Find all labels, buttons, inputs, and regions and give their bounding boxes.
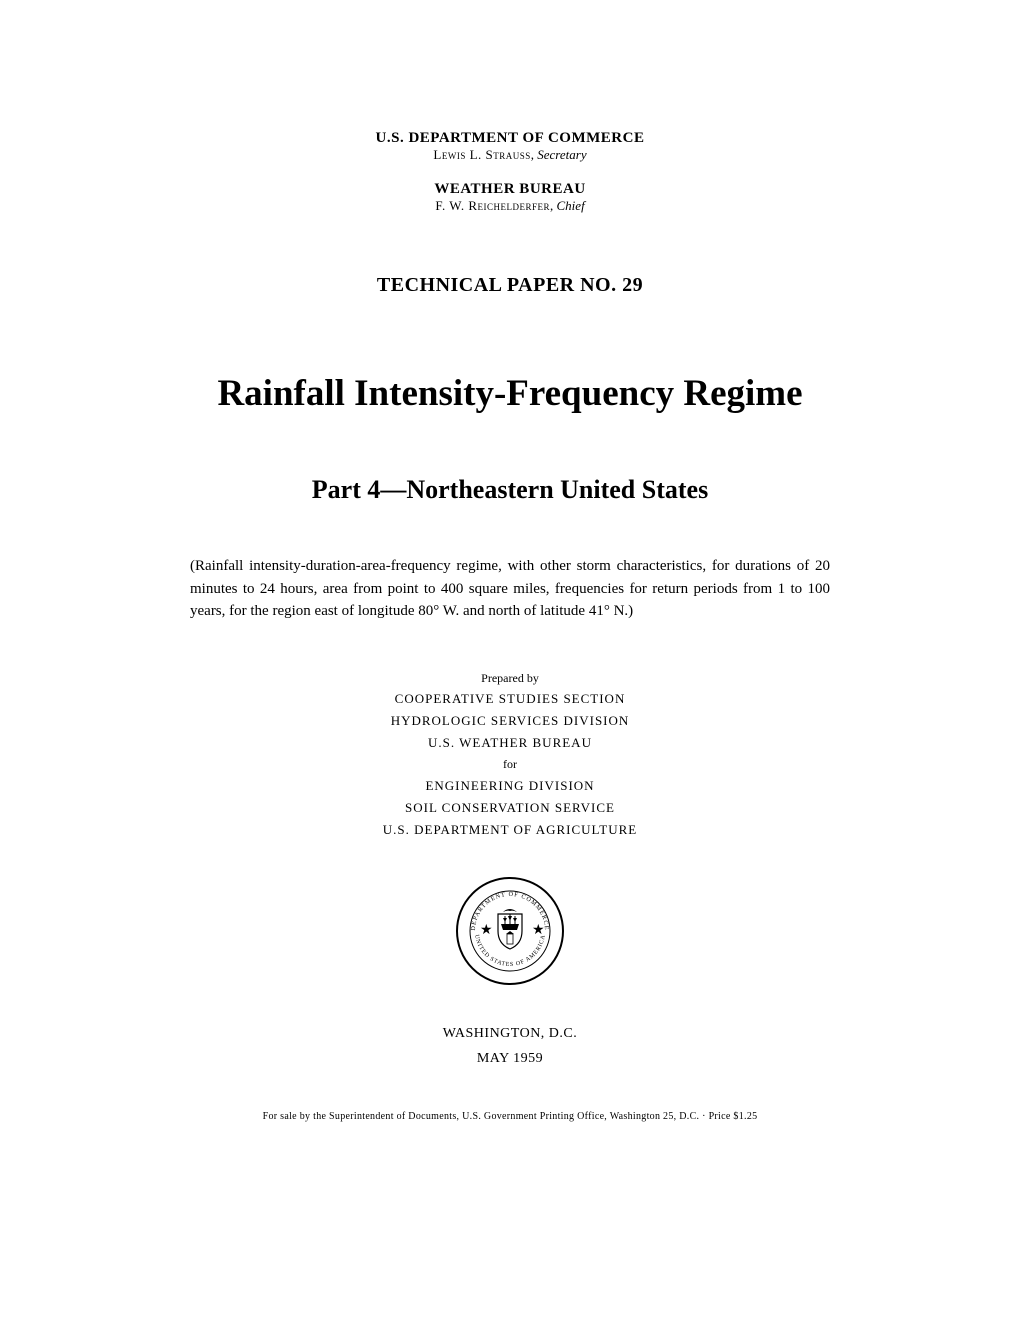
prepared-line-2: HYDROLOGIC SERVICES DIVISION	[130, 710, 890, 732]
secretary-line: Lewis L. Strauss, Secretary	[130, 147, 890, 163]
prepared-line-3: U.S. WEATHER BUREAU	[130, 732, 890, 754]
technical-paper-number: TECHNICAL PAPER NO. 29	[130, 274, 890, 297]
description-paragraph: (Rainfall intensity-duration-area-freque…	[190, 555, 830, 623]
secretary-title: Secretary	[537, 147, 586, 162]
main-title: Rainfall Intensity-Frequency Regime	[130, 372, 890, 415]
bureau-name: WEATHER BUREAU	[130, 181, 890, 198]
prepared-line-1: COOPERATIVE STUDIES SECTION	[130, 688, 890, 710]
seal-svg: DEPARTMENT OF COMMERCE UNITED STATES OF …	[455, 876, 565, 986]
commerce-seal-icon: DEPARTMENT OF COMMERCE UNITED STATES OF …	[455, 876, 565, 986]
chief-line: F. W. Reichelderfer, Chief	[130, 198, 890, 214]
prepared-line-6: U.S. DEPARTMENT OF AGRICULTURE	[130, 819, 890, 841]
chief-title: Chief	[557, 198, 585, 213]
publication-date: MAY 1959	[130, 1046, 890, 1071]
title-page: U.S. DEPARTMENT OF COMMERCE Lewis L. Str…	[0, 0, 1020, 1162]
location: WASHINGTON, D.C.	[130, 1021, 890, 1046]
prepared-line-4: ENGINEERING DIVISION	[130, 775, 890, 797]
department-name: U.S. DEPARTMENT OF COMMERCE	[130, 130, 890, 147]
seal-star-right: ★	[532, 923, 545, 938]
prepared-line-5: SOIL CONSERVATION SERVICE	[130, 797, 890, 819]
location-date-block: WASHINGTON, D.C. MAY 1959	[130, 1021, 890, 1071]
subtitle: Part 4—Northeastern United States	[130, 475, 890, 505]
prepared-block: Prepared by COOPERATIVE STUDIES SECTION …	[130, 668, 890, 841]
department-header: U.S. DEPARTMENT OF COMMERCE Lewis L. Str…	[130, 130, 890, 163]
sale-notice: For sale by the Superintendent of Docume…	[130, 1111, 890, 1122]
seal-star-left: ★	[480, 923, 493, 938]
secretary-name: Lewis L. Strauss	[433, 147, 530, 162]
chief-name: F. W. Reichelderfer	[435, 198, 550, 213]
prepared-by-label: Prepared by	[130, 668, 890, 688]
bureau-block: WEATHER BUREAU F. W. Reichelderfer, Chie…	[130, 181, 890, 214]
for-label: for	[130, 754, 890, 774]
